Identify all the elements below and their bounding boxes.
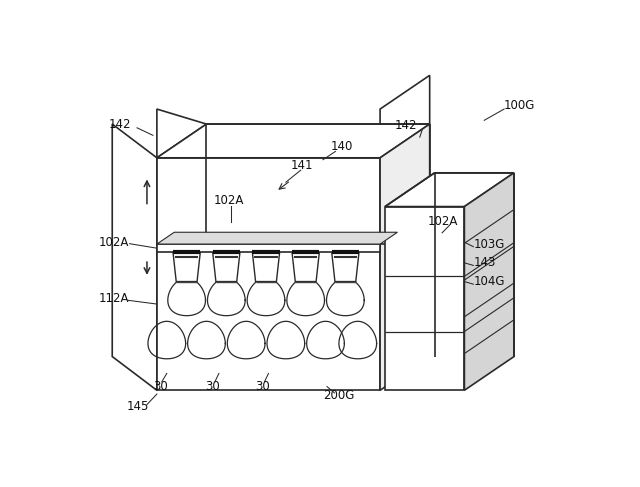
Polygon shape <box>252 252 280 281</box>
Text: 140: 140 <box>330 140 353 153</box>
Text: 142: 142 <box>109 117 131 131</box>
Text: 102A: 102A <box>428 215 458 228</box>
Text: 112A: 112A <box>99 292 129 305</box>
Text: 30: 30 <box>205 380 220 393</box>
Polygon shape <box>380 124 429 390</box>
Polygon shape <box>212 252 240 281</box>
Polygon shape <box>157 124 429 158</box>
Polygon shape <box>157 109 207 158</box>
Polygon shape <box>112 124 157 390</box>
Text: 30: 30 <box>255 380 270 393</box>
Polygon shape <box>332 252 359 281</box>
Polygon shape <box>157 232 397 244</box>
Text: 145: 145 <box>127 400 150 413</box>
Text: 200G: 200G <box>323 390 355 402</box>
Bar <box>157 158 380 390</box>
Text: 30: 30 <box>153 380 168 393</box>
Text: 102A: 102A <box>214 194 244 207</box>
Polygon shape <box>173 252 200 281</box>
Polygon shape <box>465 173 514 390</box>
Text: 142: 142 <box>395 119 417 132</box>
Text: 104G: 104G <box>474 275 505 288</box>
Bar <box>385 206 465 390</box>
Polygon shape <box>385 173 514 206</box>
Text: 143: 143 <box>474 256 496 269</box>
Text: 102A: 102A <box>99 236 129 249</box>
Polygon shape <box>380 75 429 158</box>
Text: 103G: 103G <box>474 238 505 250</box>
Bar <box>157 244 380 252</box>
Text: 30: 30 <box>340 243 355 256</box>
Text: 141: 141 <box>291 159 314 172</box>
Text: 100G: 100G <box>504 99 536 112</box>
Polygon shape <box>292 252 319 281</box>
